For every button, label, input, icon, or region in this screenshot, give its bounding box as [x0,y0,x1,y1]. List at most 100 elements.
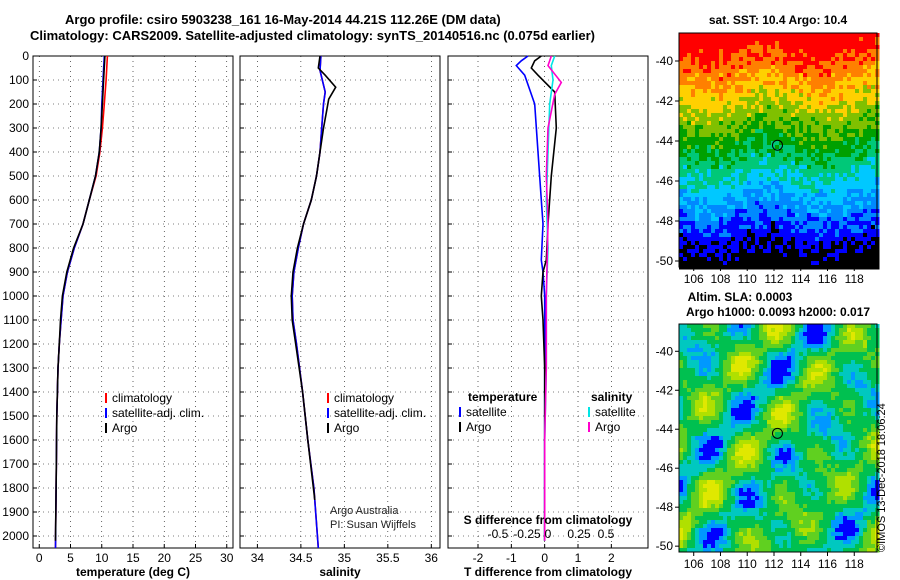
x-axis-label: salinity [319,565,361,579]
map-y-tick-label: -48 [656,214,674,228]
diff-sal-legend-label: satellite [595,405,636,419]
y-tick-label: 300 [9,121,29,135]
y-tick-label: 1400 [2,385,29,399]
map-y-tick-label: -50 [656,254,674,268]
temp-legend-label: Argo [112,421,138,435]
map-x-tick-label: 116 [818,557,837,571]
title-line-1: Argo profile: csiro 5903238_161 16-May-2… [65,12,501,27]
map-x-tick-label: 108 [710,272,730,286]
y-tick-label: 600 [9,193,29,207]
y-tick-label: 1000 [2,289,29,303]
x-tick-label: 15 [126,551,140,565]
x-tick-label: 5 [67,551,74,565]
secondary-tick-label: -0.5 [488,527,509,541]
map-x-tick-label: 112 [764,272,783,286]
map-x-tick-label: 116 [818,272,837,286]
x-tick-label: 34.5 [289,551,313,565]
y-tick-label: 500 [9,169,29,183]
x-tick-label: 0 [36,551,43,565]
x-tick-label: 2 [608,551,615,565]
x-tick-label: 1 [575,551,582,565]
y-tick-label: 1500 [2,409,29,423]
diff-temp-legend-label: satellite [466,405,507,419]
sla-map-title: Altim. SLA: 0.0003 [688,290,793,304]
y-tick-label: 1900 [2,505,29,519]
profile-line-argo [290,55,337,501]
y-tick-label: 800 [9,241,29,255]
imos-credit: ©IMOS 13-Dec-2018 18:06:24 [876,403,888,552]
x-tick-label: 10 [95,551,109,565]
sst-map-title: sat. SST: 10.4 Argo: 10.4 [709,13,848,27]
secondary-tick-label: -0.25 [513,527,541,541]
y-tick-label: 100 [9,73,29,87]
y-tick-label: 0 [22,49,29,63]
float-position-marker [771,139,783,151]
map-frame-sla [678,323,878,553]
legend-title-temperature: temperature [468,390,538,404]
temp-legend-label: climatology [112,391,172,405]
map-x-tick-label: 106 [684,557,704,571]
y-tick-label: 1800 [2,481,29,495]
secondary-tick-label: 0.5 [598,527,615,541]
x-tick-label: 30 [220,551,234,565]
y-tick-label: 200 [9,97,29,111]
y-tick-label: 1300 [2,361,29,375]
y-tick-label: 1100 [3,313,29,327]
sla-map-subtitle: Argo h1000: 0.0093 h2000: 0.017 [686,305,870,319]
map-y-tick-label: -44 [656,134,674,148]
map-x-tick-label: 118 [845,272,864,286]
map-y-tick-label: -46 [656,174,674,188]
map-y-tick-label: -40 [656,54,674,68]
map-x-tick-label: 112 [764,557,783,571]
x-tick-label: 35 [338,551,352,565]
y-tick-label: 900 [9,265,29,279]
x-tick-label: -1 [506,551,517,565]
map-x-tick-label: 114 [791,557,810,571]
diff-sal-legend-label: Argo [595,420,621,434]
x-tick-label: 34 [251,551,265,565]
diff-temp-legend-label: Argo [466,420,492,434]
x-tick-label: 0 [541,551,548,565]
map-y-tick-label: -44 [656,422,674,436]
x-axis-label: temperature (deg C) [76,565,190,579]
map-field-sst [679,33,880,270]
sal-legend-label: climatology [334,391,394,405]
map-y-tick-label: -42 [656,94,674,108]
x-axis-label: T difference from climatology [464,565,632,579]
legend-title-salinity: salinity [591,390,633,404]
credit-line-2: PI: Susan Wijffels [330,519,416,531]
float-position-marker [771,427,783,439]
map-x-tick-label: 110 [738,557,757,571]
y-tick-label: 2000 [2,529,29,543]
y-tick-label: 700 [9,217,29,231]
x-tick-label: 20 [158,551,172,565]
secondary-tick-label: 0.25 [567,527,591,541]
y-tick-label: 400 [9,145,29,159]
secondary-axis-title: S difference from climatology [464,513,633,527]
map-x-tick-label: 118 [845,557,864,571]
y-tick-label: 1200 [2,337,29,351]
map-x-tick-label: 106 [684,272,704,286]
map-y-tick-label: -40 [656,344,674,358]
temp-legend-label: satellite-adj. clim. [112,406,204,420]
map-x-tick-label: 108 [710,557,730,571]
sal-legend-label: satellite-adj. clim. [334,406,426,420]
plot-frame-sal [239,55,441,549]
map-x-tick-label: 110 [738,272,757,286]
map-y-tick-label: -46 [656,461,674,475]
secondary-tick-label: 0 [545,527,552,541]
map-y-tick-label: -50 [656,539,674,553]
x-tick-label: 36 [425,551,439,565]
map-x-tick-label: 114 [791,272,810,286]
y-tick-label: 1700 [2,457,29,471]
x-tick-label: 25 [189,551,203,565]
credit-line-1: Argo Australia [330,505,399,517]
profile-line-argo [54,55,106,541]
profile-line-argo [543,55,563,541]
y-tick-label: 1600 [2,433,29,447]
x-tick-label: 35.5 [376,551,400,565]
sal-legend-label: Argo [334,421,360,435]
x-tick-label: -2 [473,551,484,565]
map-y-tick-label: -42 [656,383,674,397]
